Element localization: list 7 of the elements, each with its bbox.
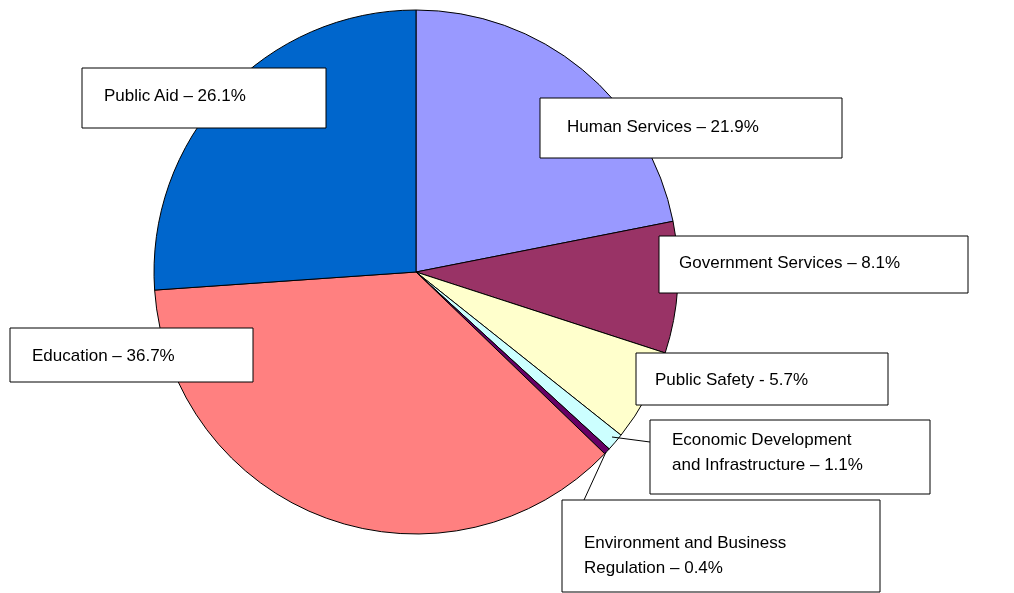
slice-label: Public Safety - 5.7%: [655, 370, 809, 389]
slice-label: Environment and Business Regulation – 0.4%: [584, 533, 787, 577]
legend-label: Economic Development and Infrastructure – 1.1%: [672, 430, 863, 474]
slice-label: Education – 36.7%: [32, 346, 175, 365]
slice-label: Human Services – 21.9%: [567, 117, 759, 136]
slice-label: Government Services – 8.1%: [679, 253, 901, 272]
slice-label: Public Aid – 26.1%: [104, 86, 246, 105]
